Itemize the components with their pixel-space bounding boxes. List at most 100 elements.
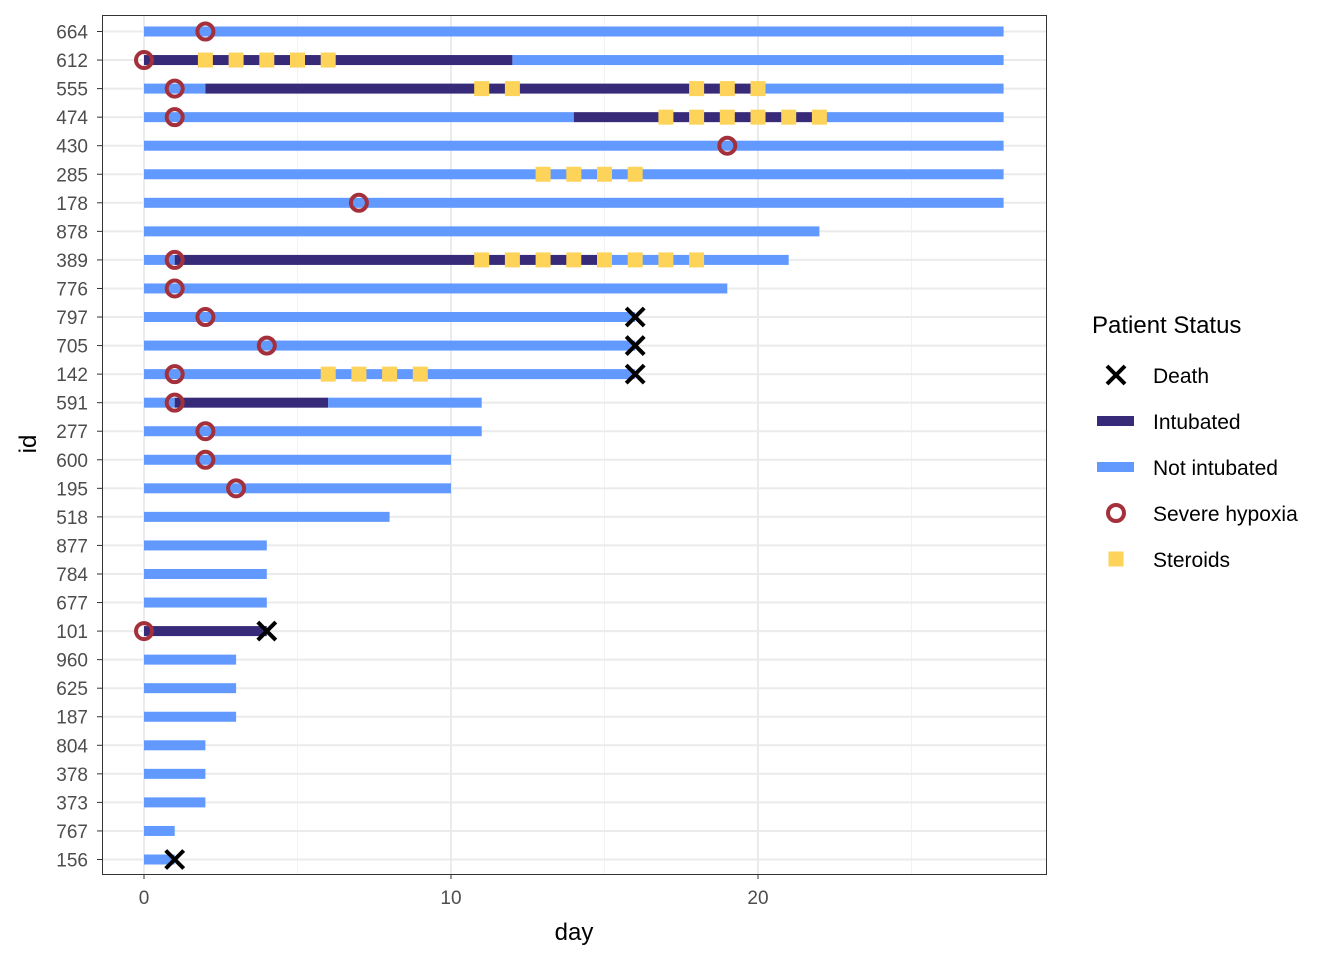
not_intubated-bar [144,226,820,237]
y-tick-label: 612 [56,51,88,72]
y-tick-label: 878 [56,222,88,243]
not_intubated-bar [144,140,1004,151]
y-tick-label: 664 [56,23,88,44]
y-tick-label: 784 [56,565,88,586]
steroids-marker [228,52,244,68]
not_intubated-bar [144,83,206,94]
not_intubated-bar [144,683,237,694]
not_intubated-legend-key [1097,462,1134,472]
patient-row-101 [134,620,278,642]
steroids-marker [197,52,213,68]
not_intubated-bar [144,597,267,608]
not_intubated-bar [819,112,1004,123]
death-marker [624,363,646,385]
death-stroke [624,335,646,356]
patient-row-797 [144,306,646,328]
patient-row-804 [144,740,206,751]
legend-label: Not intubated [1153,457,1278,480]
steroids-marker [474,252,490,268]
y-tick-label: 142 [56,365,88,386]
patient-row-877 [144,540,267,551]
y-tick-label: 960 [56,651,88,672]
not_intubated-bar [144,483,451,494]
y-tick-label: 804 [56,736,88,757]
patient-row-677 [144,597,267,608]
legend-label: Severe hypoxia [1153,503,1298,526]
hypoxia-marker [226,478,247,499]
not_intubated-bar [144,426,482,437]
y-tick-labels: 664 612 555 474 430 285 178 878 389 776 797 705 142 5… [56,23,102,872]
hypoxia-marker [256,335,277,356]
legend-label: Intubated [1153,411,1241,434]
hypoxia-marker [164,107,185,128]
not_intubated-bar [144,654,237,665]
patient-row-960 [144,654,237,665]
intubated-legend-key [1097,416,1134,426]
patient-row-285 [144,166,1004,182]
hypoxia-marker [164,364,185,385]
y-tick-label: 378 [56,765,88,786]
death-stroke [164,849,186,870]
steroids-marker [412,366,428,382]
steroids-marker [597,166,612,182]
hypoxia-marker [134,50,154,71]
steroids-marker [320,52,336,68]
patient-row-625 [144,683,237,694]
not_intubated-bar [144,540,267,551]
y-tick-label: 178 [56,194,88,215]
patient-row-277 [144,421,482,442]
patient-row-767 [144,825,175,836]
y-tick-label: 555 [56,80,88,101]
patient-row-612 [134,50,1004,71]
x-tick-label: 20 [747,888,768,909]
y-tick-label: 677 [56,594,88,615]
patient-row-776 [144,278,728,299]
steroids-marker [382,366,398,382]
hypoxia-marker [164,249,185,270]
patient-row-555 [144,78,1004,99]
patient-row-389 [144,249,789,270]
y-tick-label: 389 [56,251,88,272]
legend-item-hypoxia: Severe hypoxia [1106,503,1298,526]
patient-row-705 [144,335,646,356]
y-tick-label: 591 [56,394,88,415]
not_intubated-bar [144,768,206,779]
not_intubated-bar [144,854,175,865]
steroids-marker [689,81,705,97]
hypoxia-marker [195,21,216,42]
death-stroke [624,363,646,385]
x-tick-labels: 0 10 20 [139,874,769,909]
death-stroke [256,620,278,642]
steroids-marker [750,81,766,97]
y-tick-label: 518 [56,508,88,529]
y-tick-label: 277 [56,422,88,443]
hypoxia-marker [164,392,185,413]
steroids-marker [320,366,336,382]
patient-row-664 [144,21,1004,42]
patient-row-430 [144,135,1004,156]
legend-item-not_intubated: Not intubated [1097,457,1278,480]
not_intubated-bar [144,511,390,522]
y-tick-label: 705 [56,337,88,358]
legend: Patient Status Death Intubated Not intubat… [1092,312,1298,572]
steroids-marker [750,109,766,125]
death-marker [1105,364,1127,386]
y-tick-label: 195 [56,479,88,500]
steroids-marker [719,109,735,125]
death-marker [164,849,186,870]
hypoxia-marker [195,421,216,442]
hypoxia-marker [164,78,185,99]
legend-label: Steroids [1153,549,1230,572]
patient-row-156 [144,849,186,870]
patient-row-474 [144,107,1004,128]
patient-row-591 [144,392,482,413]
y-tick-label: 430 [56,137,88,158]
steroids-marker [474,81,490,97]
not_intubated-bar [758,83,1004,94]
panel-border [102,15,1047,875]
hypoxia-marker [195,307,216,328]
marks [134,21,1004,870]
steroids-marker [627,166,643,182]
steroids-marker [535,252,551,268]
